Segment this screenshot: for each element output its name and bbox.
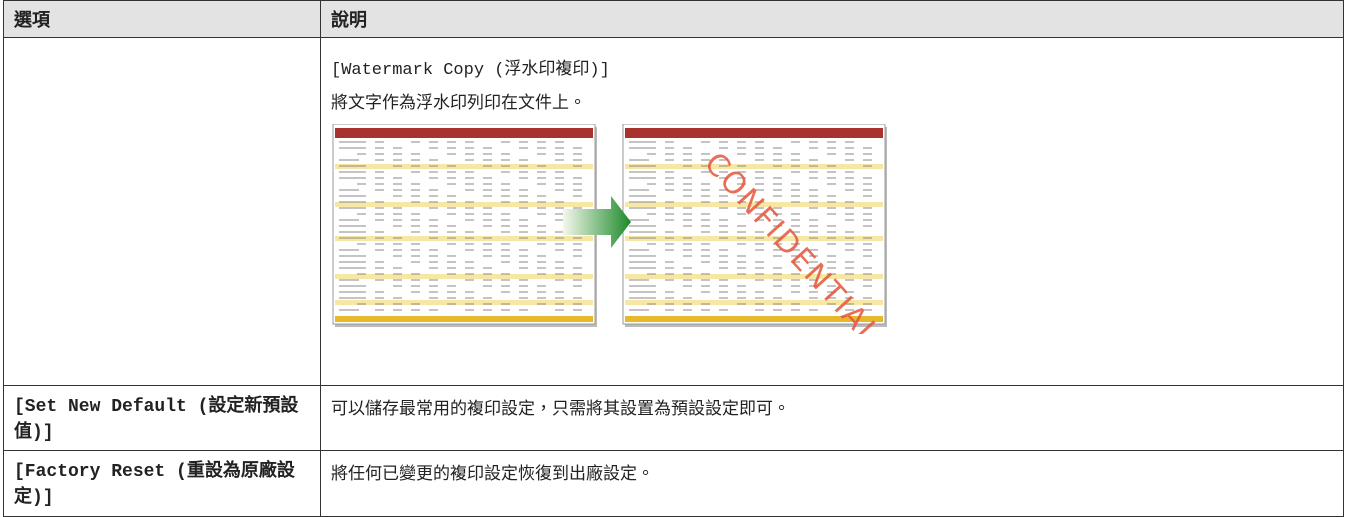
- description-text: 將文字作為浮水印列印在文件上。: [331, 93, 586, 113]
- header-row: 選項 說明: [3, 0, 1344, 38]
- option-cell: [3, 37, 321, 386]
- option-code: [Watermark Copy (浮水印複印)]: [331, 61, 610, 80]
- option-cell: [Factory Reset (重設為原廠設定)]: [3, 450, 321, 517]
- row: [Factory Reset (重設為原廠設定)] 將任何已變更的複印設定恢復到…: [3, 450, 1344, 517]
- sheet-detail: [625, 236, 883, 241]
- header-cell: 選項: [3, 0, 321, 38]
- header-cell: 說明: [320, 0, 1344, 38]
- sheet-detail: [625, 164, 883, 169]
- sheet-detail: [625, 300, 883, 305]
- sheet-detail: [332, 124, 596, 325]
- sheet-detail: [335, 316, 593, 322]
- sheet-detail: [622, 124, 886, 325]
- description-cell: [Watermark Copy (浮水印複印)] 將文字作為浮水印列印在文件上。…: [320, 37, 1344, 386]
- sheet-detail: [335, 202, 593, 207]
- sheet-detail: [335, 274, 593, 279]
- sheet-detail: [335, 236, 593, 241]
- sheet-detail: [335, 128, 593, 138]
- arrow: [563, 196, 631, 248]
- sheet-detail: [625, 316, 883, 322]
- original-sheet: [332, 124, 597, 327]
- sheet-detail: [625, 202, 883, 207]
- description-cell: 可以儲存最常用的複印設定，只需將其設置為預設設定即可。: [320, 385, 1344, 451]
- row: [Watermark Copy (浮水印複印)] 將文字作為浮水印列印在文件上。…: [3, 37, 1344, 386]
- sheet-detail: [335, 300, 593, 305]
- description-text: 可以儲存最常用的複印設定，只需將其設置為預設設定即可。: [331, 399, 790, 419]
- watermark-figure: CONFIDENTIAL: [332, 124, 888, 334]
- row: [Set New Default (設定新預設值)] 可以儲存最常用的複印設定，…: [3, 385, 1344, 451]
- sheet-detail: [625, 128, 883, 138]
- description-text: 將任何已變更的複印設定恢復到出廠設定。: [331, 464, 654, 484]
- options-table: 選項 說明 [Watermark Copy (浮水印複印)] 將文字作為浮水印列…: [3, 0, 1344, 517]
- sheet-detail: [625, 274, 883, 279]
- option-cell: [Set New Default (設定新預設值)]: [3, 385, 321, 451]
- watermarked-sheet: [622, 124, 887, 327]
- sheet-detail: [335, 164, 593, 169]
- description-cell: 將任何已變更的複印設定恢復到出廠設定。: [320, 450, 1344, 517]
